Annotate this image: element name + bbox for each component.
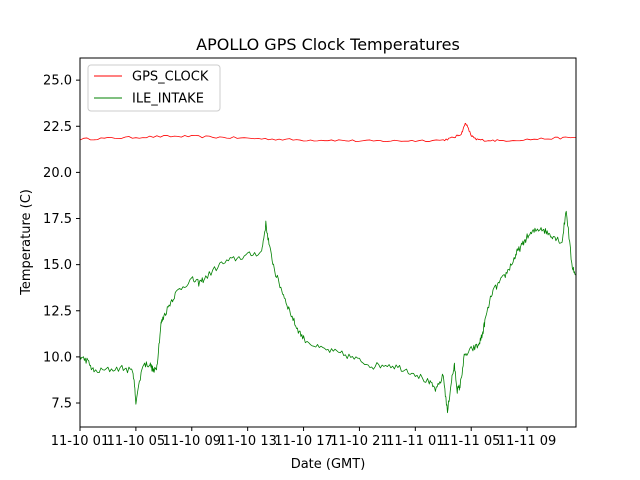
y-tick-label: 22.5	[43, 120, 72, 135]
y-tick-label: 12.5	[43, 304, 72, 319]
y-tick-label: 15.0	[43, 258, 72, 273]
x-tick-label: 11-10 17	[274, 434, 332, 449]
x-tick-label: 11-10 13	[218, 434, 276, 449]
y-tick-label: 7.5	[51, 397, 72, 412]
chart-title: APOLLO GPS Clock Temperatures	[196, 35, 460, 54]
legend-label: ILE_INTAKE	[132, 92, 204, 107]
plot-frame	[79, 57, 577, 428]
x-tick-label: 11-10 05	[107, 434, 165, 449]
x-tick-label: 11-10 01	[51, 434, 109, 449]
y-axis-label: Temperature (C)	[19, 189, 34, 296]
series-line-ile-intake	[79, 210, 577, 414]
y-tick-label: 25.0	[43, 74, 72, 89]
x-axis-label: Date (GMT)	[291, 457, 366, 472]
y-tick-label: 17.5	[43, 212, 72, 227]
x-tick-label: 11-11 01	[386, 434, 444, 449]
x-tick-label: 11-10 21	[330, 434, 388, 449]
x-tick-label: 11-11 05	[442, 434, 500, 449]
x-tick-label: 11-10 09	[163, 434, 221, 449]
x-tick-label: 11-11 09	[498, 434, 556, 449]
y-tick-label: 10.0	[43, 350, 72, 365]
series-line-gps-clock	[79, 122, 577, 143]
plot-area: 7.510.012.515.017.520.022.525.011-10 011…	[43, 57, 577, 449]
legend: GPS_CLOCK ILE_INTAKE	[87, 64, 221, 112]
legend-label: GPS_CLOCK	[132, 70, 209, 85]
y-tick-label: 20.0	[43, 166, 72, 181]
